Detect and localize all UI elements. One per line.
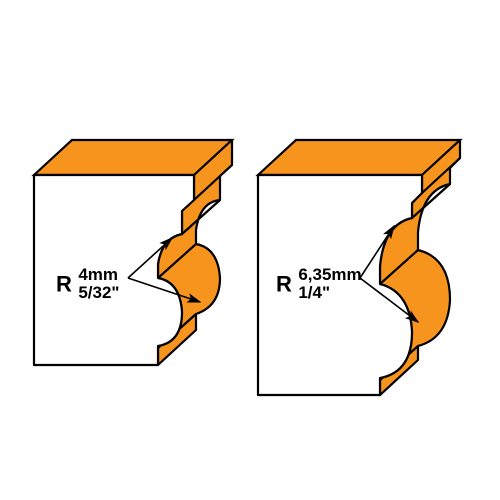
right-R: R (276, 271, 292, 296)
left-mm: 4mm (78, 265, 118, 284)
left-block (34, 140, 232, 365)
diagram-container: R 4mm 5/32" R 6,35mm 1/4" (0, 0, 500, 500)
left-R: R (56, 271, 72, 296)
right-mm: 6,35mm (298, 265, 361, 284)
right-radius-label: R 6,35mm 1/4" (276, 266, 362, 302)
profiles-svg (0, 0, 500, 500)
left-radius-label: R 4mm 5/32" (56, 266, 120, 302)
left-inch: 5/32" (78, 283, 119, 302)
right-inch: 1/4" (298, 283, 330, 302)
